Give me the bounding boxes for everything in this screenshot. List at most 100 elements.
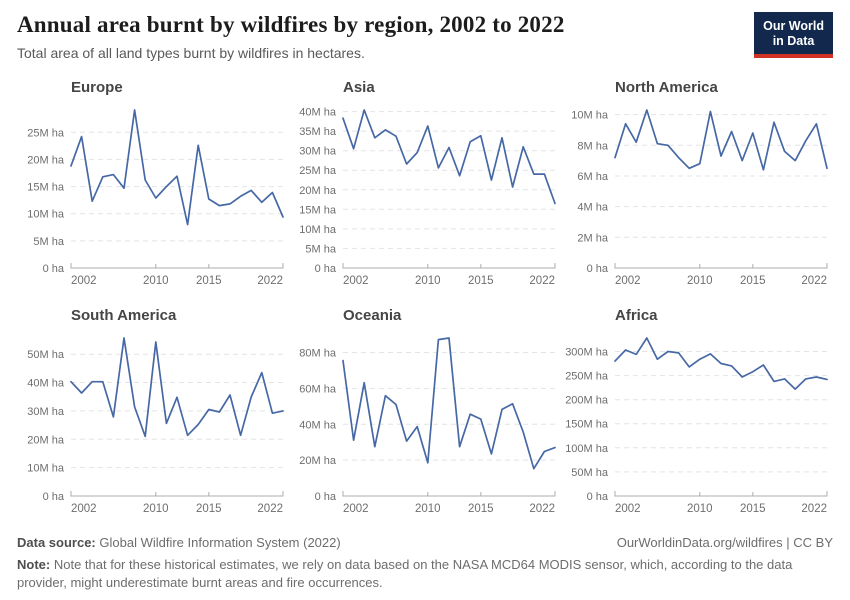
- x-tick-label: 2022: [801, 275, 827, 287]
- data-line: [70, 109, 284, 226]
- page-subtitle: Total area of all land types burnt by wi…: [17, 45, 365, 61]
- y-tick-label: 60M ha: [299, 383, 337, 395]
- y-tick-label: 20M ha: [27, 154, 65, 166]
- line-chart: 0 ha 10M ha 20M ha 30M ha 40M ha 50M ha 2002 20…: [27, 337, 284, 515]
- y-tick-label: 6M ha: [577, 171, 608, 183]
- chart-title: North America: [615, 79, 718, 96]
- data-line: [614, 337, 828, 390]
- x-tick-label: 2010: [143, 275, 169, 287]
- x-axis: [342, 263, 556, 269]
- line-chart: 0 ha 50M ha 100M ha 150M ha 200M ha 250M ha 30…: [565, 337, 828, 515]
- x-axis: [614, 491, 828, 497]
- x-tick-label: 2010: [687, 275, 713, 287]
- owid-logo: Our World in Data: [754, 12, 833, 58]
- data-line: [342, 109, 556, 205]
- y-tick-label: 10M ha: [571, 110, 609, 122]
- chart-cell-oceania: Oceania 0 ha 20M ha 40M ha 60M ha 80M ha 2002…: [289, 306, 561, 524]
- x-tick-label: 2010: [415, 275, 441, 287]
- data-line: [70, 337, 284, 438]
- y-tick-label: 40M ha: [299, 419, 337, 431]
- y-tick-label: 4M ha: [577, 202, 608, 214]
- license-separator: |: [782, 535, 794, 550]
- chart-title: Oceania: [343, 307, 402, 324]
- data-line: [614, 109, 828, 171]
- y-tick-label: 0 ha: [43, 263, 65, 275]
- x-axis: [70, 491, 284, 497]
- license-badge: CC BY: [793, 535, 833, 550]
- x-tick-label: 2022: [257, 503, 283, 515]
- x-tick-label: 2015: [196, 275, 222, 287]
- x-tick-label: 2010: [143, 503, 169, 515]
- y-tick-label: 30M ha: [27, 406, 65, 418]
- x-tick-label: 2002: [615, 503, 641, 515]
- y-tick-label: 40M ha: [299, 107, 337, 119]
- x-tick-label: 2022: [529, 503, 555, 515]
- footnote-label: Note:: [17, 557, 51, 572]
- line-chart: 0 ha 5M ha 10M ha 15M ha 20M ha 25M ha 2002 201…: [27, 109, 284, 287]
- line-chart: 0 ha 5M ha 10M ha 15M ha 20M ha 25M ha 30M ha 3…: [299, 107, 556, 287]
- line-chart: 0 ha 20M ha 40M ha 60M ha 80M ha 2002 2010 2015…: [299, 337, 556, 515]
- charts-grid: Europe 0 ha 5M ha 10M ha 15M ha 20M ha 25M ha…: [17, 78, 833, 524]
- chart-title: Africa: [615, 307, 658, 324]
- y-tick-label: 10M ha: [27, 209, 65, 221]
- owid-logo-line1: Our World: [763, 19, 824, 33]
- y-tick-label: 25M ha: [299, 165, 337, 177]
- x-tick-label: 2015: [468, 275, 494, 287]
- chart-cell-asia: Asia 0 ha 5M ha 10M ha 15M ha 20M ha 25M ha 30…: [289, 78, 561, 296]
- y-tick-label: 0 ha: [315, 491, 337, 503]
- y-tick-label: 2M ha: [577, 232, 608, 244]
- y-tick-label: 0 ha: [587, 491, 609, 503]
- y-tick-label: 20M ha: [299, 455, 337, 467]
- data-line: [342, 337, 556, 470]
- y-tick-label: 35M ha: [299, 126, 337, 138]
- y-tick-label: 50M ha: [571, 467, 609, 479]
- data-source-value: Global Wildfire Information System (2022…: [99, 535, 341, 550]
- y-tick-label: 0 ha: [43, 491, 65, 503]
- y-tick-label: 10M ha: [299, 224, 337, 236]
- chart-footer: Data source: Global Wildfire Information…: [17, 534, 833, 592]
- x-tick-label: 2002: [343, 503, 369, 515]
- y-tick-label: 100M ha: [565, 443, 609, 455]
- y-tick-label: 80M ha: [299, 347, 337, 359]
- y-tick-label: 10M ha: [27, 463, 65, 475]
- y-tick-label: 5M ha: [305, 243, 336, 255]
- x-tick-label: 2015: [740, 275, 766, 287]
- chart-cell-europe: Europe 0 ha 5M ha 10M ha 15M ha 20M ha 25M ha…: [17, 78, 289, 296]
- x-tick-label: 2002: [71, 503, 97, 515]
- chart-cell-north-america: North America 0 ha 2M ha 4M ha 6M ha 8M ha 10…: [561, 78, 833, 296]
- y-tick-label: 250M ha: [565, 371, 609, 383]
- x-axis: [70, 263, 284, 269]
- x-tick-label: 2002: [71, 275, 97, 287]
- x-tick-label: 2002: [615, 275, 641, 287]
- owid-link[interactable]: OurWorldinData.org/wildfires: [616, 535, 783, 550]
- x-tick-label: 2015: [468, 503, 494, 515]
- x-tick-label: 2022: [529, 275, 555, 287]
- attribution: OurWorldinData.org/wildfires | CC BY: [617, 534, 833, 552]
- y-tick-label: 25M ha: [27, 127, 65, 139]
- y-tick-label: 15M ha: [27, 182, 65, 194]
- y-tick-label: 20M ha: [27, 434, 65, 446]
- y-tick-label: 20M ha: [299, 185, 337, 197]
- y-tick-label: 30M ha: [299, 146, 337, 158]
- y-tick-label: 15M ha: [299, 204, 337, 216]
- footnote: Note: Note that for these historical est…: [17, 556, 833, 592]
- footnote-text: Note that for these historical estimates…: [17, 557, 793, 590]
- y-tick-label: 5M ha: [33, 236, 64, 248]
- chart-title: South America: [71, 307, 177, 324]
- y-tick-label: 300M ha: [565, 346, 609, 358]
- y-tick-label: 150M ha: [565, 419, 609, 431]
- y-tick-label: 8M ha: [577, 140, 608, 152]
- x-tick-label: 2022: [801, 503, 827, 515]
- x-axis: [342, 491, 556, 497]
- owid-logo-line2: in Data: [772, 33, 815, 48]
- x-tick-label: 2002: [343, 275, 369, 287]
- x-tick-label: 2015: [740, 503, 766, 515]
- data-source: Data source: Global Wildfire Information…: [17, 534, 341, 552]
- page-title: Annual area burnt by wildfires by region…: [17, 12, 565, 37]
- x-tick-label: 2015: [196, 503, 222, 515]
- data-source-label: Data source:: [17, 535, 96, 550]
- x-axis: [614, 263, 828, 269]
- y-tick-label: 0 ha: [587, 263, 609, 275]
- chart-title: Asia: [343, 79, 375, 96]
